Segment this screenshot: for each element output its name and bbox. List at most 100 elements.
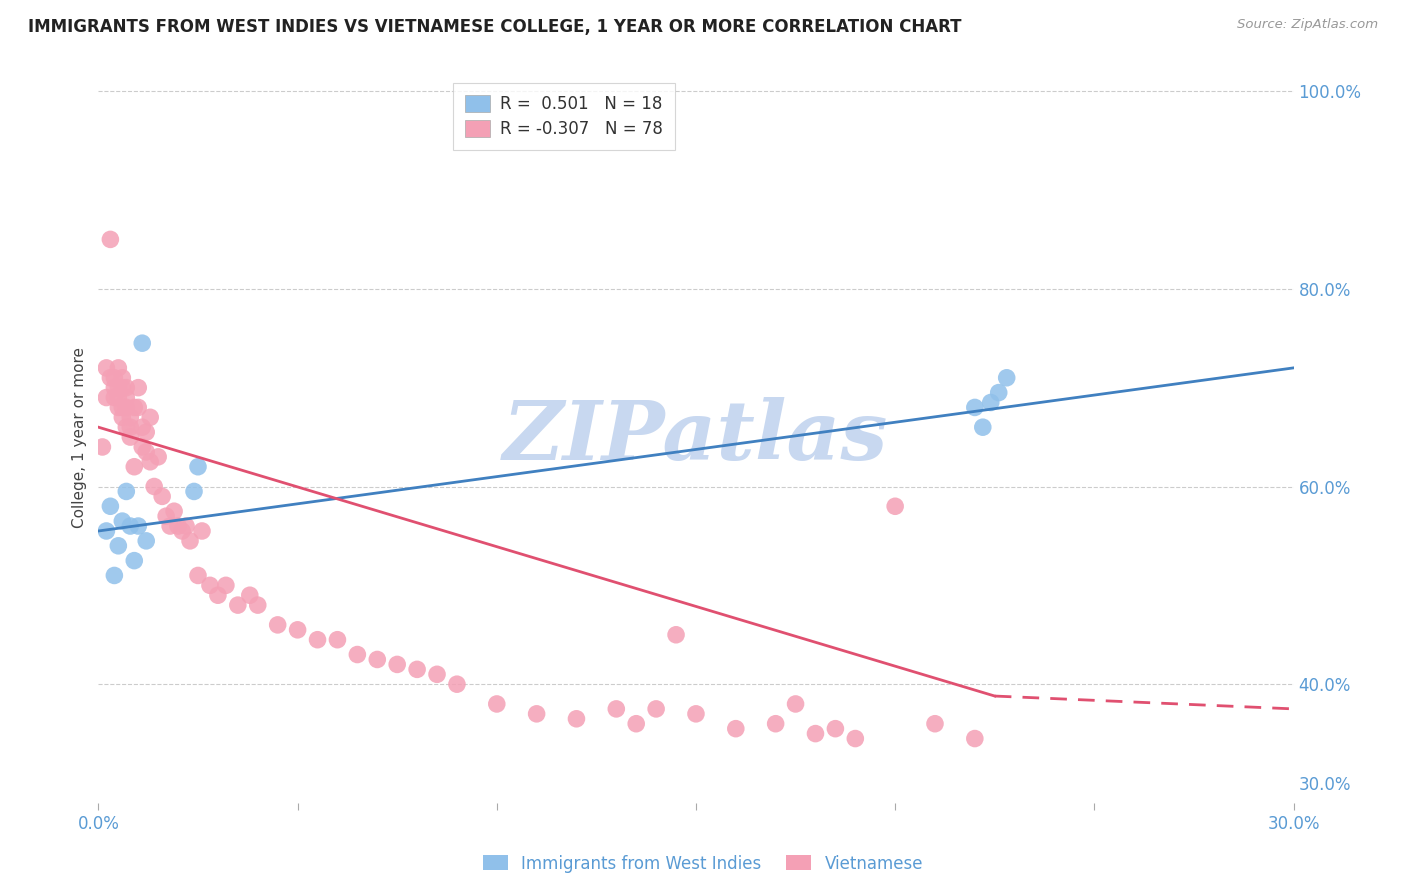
Point: [107, 539, 129, 553]
Point: [326, 632, 349, 647]
Point: [98, 371, 122, 385]
Point: [107, 381, 129, 395]
Point: [115, 420, 138, 434]
Point: [135, 425, 157, 439]
Point: [139, 410, 162, 425]
Point: [626, 716, 648, 731]
Point: [215, 578, 238, 592]
Point: [139, 455, 162, 469]
Point: [174, 519, 197, 533]
Point: [824, 722, 846, 736]
Point: [187, 459, 209, 474]
Point: [198, 578, 221, 592]
Point: [924, 716, 946, 731]
Point: [127, 381, 149, 395]
Point: [150, 489, 173, 503]
Point: [565, 712, 588, 726]
Point: [107, 360, 129, 375]
Point: [685, 706, 707, 721]
Point: [239, 588, 262, 602]
Point: [120, 430, 142, 444]
Point: [103, 568, 125, 582]
Point: [107, 391, 129, 405]
Point: [131, 440, 153, 454]
Point: [987, 385, 1010, 400]
Point: [179, 533, 201, 548]
Point: [765, 716, 787, 731]
Point: [884, 500, 907, 514]
Point: [183, 484, 205, 499]
Point: [785, 697, 807, 711]
Point: [148, 450, 170, 464]
Point: [187, 568, 209, 582]
Point: [267, 618, 290, 632]
Point: [995, 371, 1018, 385]
Point: [115, 381, 138, 395]
Point: [844, 731, 866, 746]
Point: [96, 524, 118, 538]
Point: [111, 410, 134, 425]
Point: [124, 401, 146, 415]
Legend: Immigrants from West Indies, Vietnamese: Immigrants from West Indies, Vietnamese: [477, 848, 929, 880]
Point: [135, 445, 157, 459]
Point: [155, 509, 177, 524]
Point: [287, 623, 309, 637]
Point: [91, 440, 114, 454]
Point: [98, 500, 122, 514]
Point: [226, 598, 249, 612]
Point: [963, 731, 986, 746]
Point: [804, 726, 827, 740]
Text: Source: ZipAtlas.com: Source: ZipAtlas.com: [1237, 18, 1378, 31]
Text: IMMIGRANTS FROM WEST INDIES VS VIETNAMESE COLLEGE, 1 YEAR OR MORE CORRELATION CH: IMMIGRANTS FROM WEST INDIES VS VIETNAMES…: [28, 18, 962, 36]
Point: [103, 391, 125, 405]
Point: [159, 519, 181, 533]
Point: [724, 722, 747, 736]
Point: [645, 702, 668, 716]
Point: [124, 554, 146, 568]
Point: [96, 360, 118, 375]
Point: [207, 588, 229, 602]
Point: [135, 533, 157, 548]
Point: [115, 484, 138, 499]
Point: [127, 401, 149, 415]
Point: [111, 514, 134, 528]
Point: [605, 702, 627, 716]
Point: [120, 420, 142, 434]
Point: [107, 401, 129, 415]
Point: [446, 677, 468, 691]
Point: [96, 391, 118, 405]
Point: [385, 657, 409, 672]
Point: [346, 648, 368, 662]
Point: [366, 652, 388, 666]
Point: [980, 395, 1002, 409]
Point: [131, 336, 153, 351]
Point: [103, 381, 125, 395]
Point: [124, 459, 146, 474]
Point: [307, 632, 329, 647]
Point: [111, 381, 134, 395]
Point: [172, 524, 194, 538]
Point: [115, 401, 138, 415]
Point: [972, 420, 994, 434]
Point: [120, 519, 142, 533]
Point: [111, 371, 134, 385]
Point: [191, 524, 214, 538]
Point: [426, 667, 449, 681]
Point: [111, 401, 134, 415]
Point: [963, 401, 986, 415]
Point: [485, 697, 508, 711]
Point: [98, 232, 122, 246]
Point: [246, 598, 269, 612]
Legend: R =  0.501   N = 18, R = -0.307   N = 78: R = 0.501 N = 18, R = -0.307 N = 78: [453, 83, 675, 150]
Text: ZIPatlas: ZIPatlas: [503, 397, 889, 477]
Point: [143, 479, 166, 493]
Point: [103, 371, 125, 385]
Point: [526, 706, 548, 721]
Point: [131, 420, 153, 434]
Point: [406, 662, 429, 676]
Point: [115, 391, 138, 405]
Point: [163, 504, 186, 518]
Point: [167, 519, 190, 533]
Y-axis label: College, 1 year or more: College, 1 year or more: [72, 347, 87, 527]
Point: [665, 628, 688, 642]
